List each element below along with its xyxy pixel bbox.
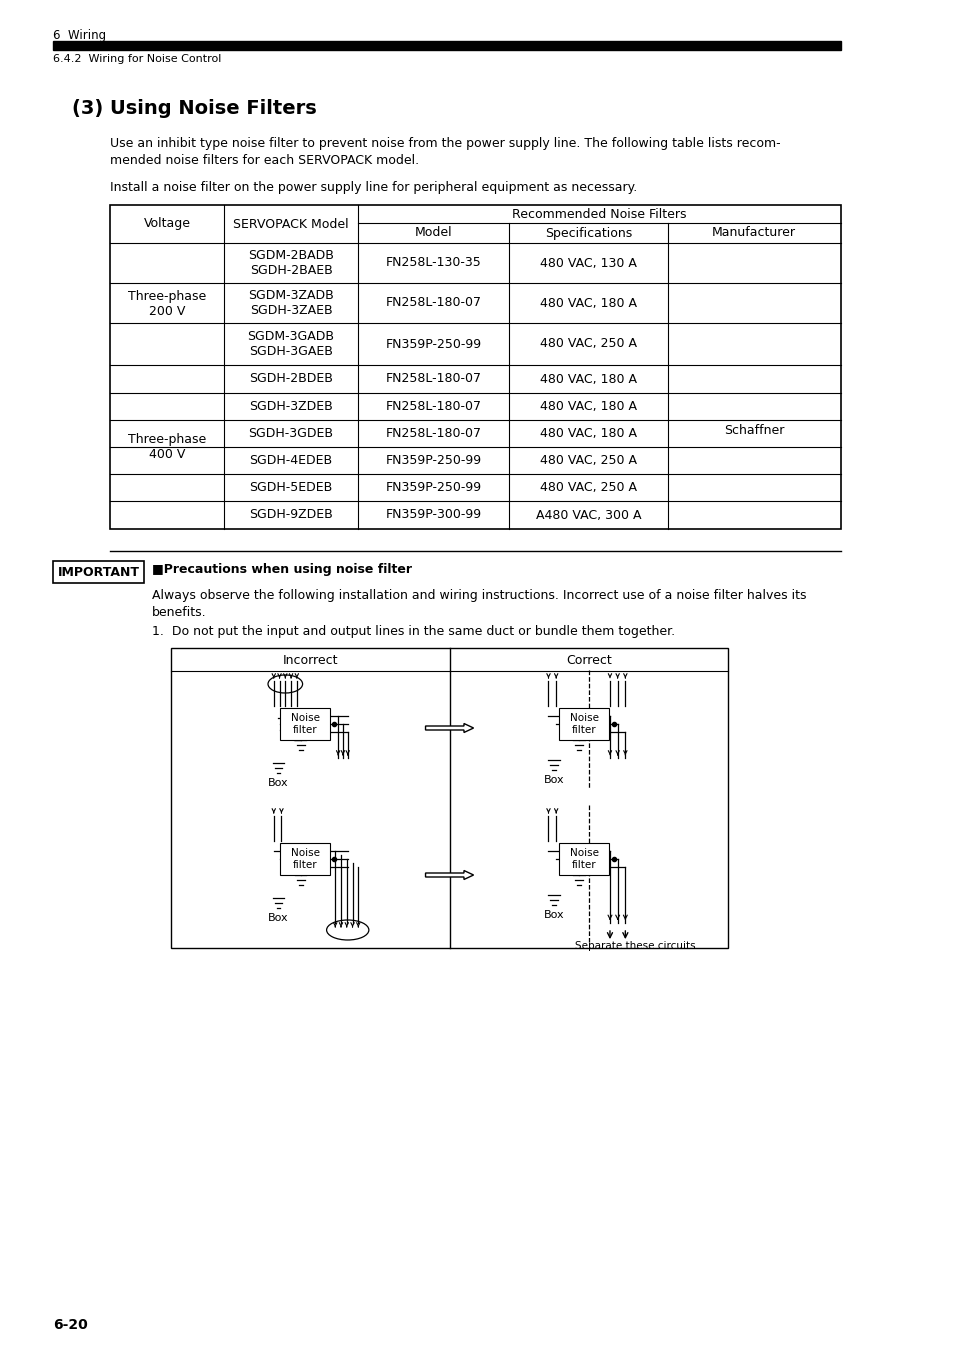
Text: Noise
filter: Noise filter bbox=[291, 713, 319, 734]
Text: Specifications: Specifications bbox=[544, 227, 631, 239]
Text: 1.  Do not put the input and output lines in the same duct or bundle them togeth: 1. Do not put the input and output lines… bbox=[152, 625, 674, 637]
Text: 480 VAC, 130 A: 480 VAC, 130 A bbox=[539, 256, 637, 270]
Bar bbox=[280, 842, 330, 875]
Text: Incorrect: Incorrect bbox=[282, 655, 337, 667]
Text: Always observe the following installation and wiring instructions. Incorrect use: Always observe the following installatio… bbox=[152, 590, 805, 602]
Bar bbox=[280, 707, 330, 740]
Text: IMPORTANT: IMPORTANT bbox=[57, 566, 139, 579]
Text: FN258L-180-07: FN258L-180-07 bbox=[385, 427, 481, 440]
Text: SGDH-2BDEB: SGDH-2BDEB bbox=[249, 373, 333, 386]
Text: Recommended Noise Filters: Recommended Noise Filters bbox=[512, 208, 686, 220]
Text: 6-20: 6-20 bbox=[52, 1318, 88, 1332]
Text: 480 VAC, 180 A: 480 VAC, 180 A bbox=[539, 373, 637, 386]
Text: 6.4.2  Wiring for Noise Control: 6.4.2 Wiring for Noise Control bbox=[52, 54, 221, 63]
Text: SGDH-9ZDEB: SGDH-9ZDEB bbox=[249, 509, 333, 521]
Text: FN258L-180-07: FN258L-180-07 bbox=[385, 297, 481, 309]
Polygon shape bbox=[425, 724, 473, 733]
Text: SGDM-2BADB
SGDH-2BAEB: SGDM-2BADB SGDH-2BAEB bbox=[248, 248, 334, 277]
Text: FN258L-180-07: FN258L-180-07 bbox=[385, 400, 481, 413]
Bar bbox=[52, 562, 144, 583]
Text: FN359P-300-99: FN359P-300-99 bbox=[385, 509, 481, 521]
Text: SGDM-3ZADB
SGDH-3ZAEB: SGDM-3ZADB SGDH-3ZAEB bbox=[248, 289, 334, 317]
Text: Box: Box bbox=[268, 913, 289, 923]
Text: A480 VAC, 300 A: A480 VAC, 300 A bbox=[535, 509, 640, 521]
Text: SERVOPACK Model: SERVOPACK Model bbox=[233, 217, 349, 231]
Text: mended noise filters for each SERVOPACK model.: mended noise filters for each SERVOPACK … bbox=[111, 154, 419, 166]
Text: Voltage: Voltage bbox=[144, 217, 191, 231]
Text: 480 VAC, 250 A: 480 VAC, 250 A bbox=[539, 338, 637, 351]
Text: SGDH-3ZDEB: SGDH-3ZDEB bbox=[249, 400, 333, 413]
Bar bbox=[111, 205, 840, 529]
Text: Noise
filter: Noise filter bbox=[291, 848, 319, 869]
Text: SGDH-4EDEB: SGDH-4EDEB bbox=[250, 454, 333, 467]
Text: benefits.: benefits. bbox=[152, 606, 206, 618]
Bar bbox=[558, 842, 608, 875]
Text: Correct: Correct bbox=[565, 655, 611, 667]
Text: Noise
filter: Noise filter bbox=[569, 848, 598, 869]
Text: Box: Box bbox=[268, 778, 289, 788]
Text: Manufacturer: Manufacturer bbox=[711, 227, 795, 239]
Polygon shape bbox=[425, 871, 473, 879]
Text: FN258L-130-35: FN258L-130-35 bbox=[385, 256, 481, 270]
Text: 480 VAC, 180 A: 480 VAC, 180 A bbox=[539, 427, 637, 440]
Text: Three-phase
400 V: Three-phase 400 V bbox=[128, 433, 206, 460]
Text: 480 VAC, 250 A: 480 VAC, 250 A bbox=[539, 481, 637, 494]
Text: Box: Box bbox=[543, 775, 564, 784]
Text: Use an inhibit type noise filter to prevent noise from the power supply line. Th: Use an inhibit type noise filter to prev… bbox=[111, 136, 781, 150]
Text: SGDH-5EDEB: SGDH-5EDEB bbox=[249, 481, 333, 494]
Text: Three-phase
200 V: Three-phase 200 V bbox=[128, 290, 206, 319]
Text: FN258L-180-07: FN258L-180-07 bbox=[385, 373, 481, 386]
Text: Noise
filter: Noise filter bbox=[569, 713, 598, 734]
Text: Box: Box bbox=[543, 910, 564, 919]
Text: SGDH-3GDEB: SGDH-3GDEB bbox=[249, 427, 334, 440]
Text: SGDM-3GADB
SGDH-3GAEB: SGDM-3GADB SGDH-3GAEB bbox=[247, 329, 335, 358]
Text: FN359P-250-99: FN359P-250-99 bbox=[385, 481, 481, 494]
Text: Install a noise filter on the power supply line for peripheral equipment as nece: Install a noise filter on the power supp… bbox=[111, 181, 637, 194]
Text: Separate these circuits: Separate these circuits bbox=[574, 941, 695, 950]
Text: 6  Wiring: 6 Wiring bbox=[52, 30, 106, 42]
Text: ■Precautions when using noise filter: ■Precautions when using noise filter bbox=[152, 563, 412, 576]
Text: FN359P-250-99: FN359P-250-99 bbox=[385, 454, 481, 467]
Bar bbox=[558, 707, 608, 740]
Text: (3) Using Noise Filters: (3) Using Noise Filters bbox=[72, 99, 316, 117]
Text: FN359P-250-99: FN359P-250-99 bbox=[385, 338, 481, 351]
Text: 480 VAC, 180 A: 480 VAC, 180 A bbox=[539, 400, 637, 413]
Bar bbox=[52, 40, 840, 50]
Bar bbox=[171, 648, 727, 948]
Text: 480 VAC, 250 A: 480 VAC, 250 A bbox=[539, 454, 637, 467]
Text: 480 VAC, 180 A: 480 VAC, 180 A bbox=[539, 297, 637, 309]
Text: Model: Model bbox=[415, 227, 452, 239]
Text: Schaffner: Schaffner bbox=[723, 424, 783, 437]
